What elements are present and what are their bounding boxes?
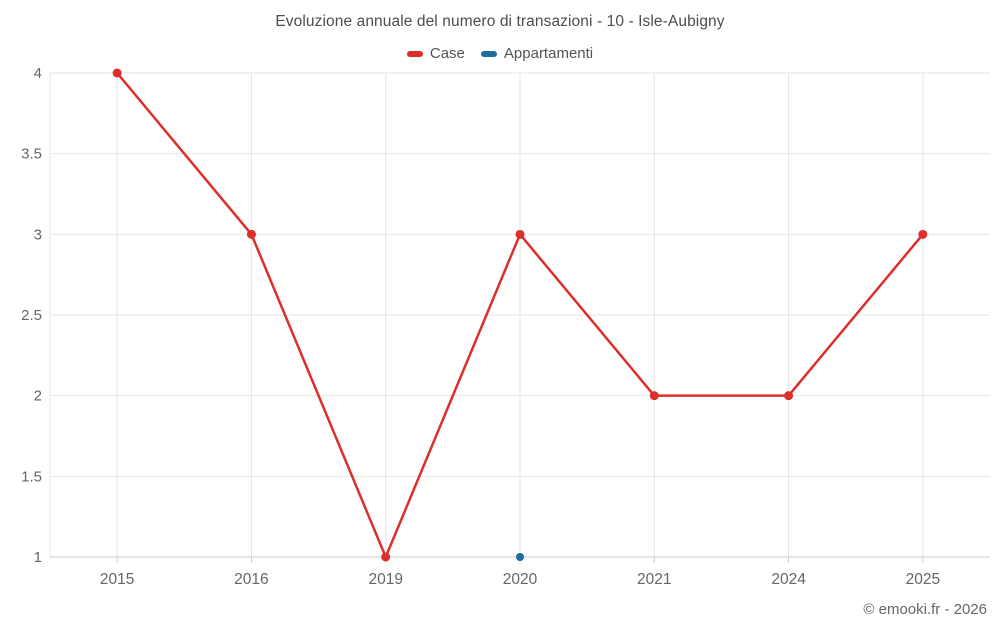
y-axis-tick-label: 1.5 (21, 468, 42, 485)
case-point-2015[interactable] (112, 68, 122, 78)
x-axis-tick-label: 2025 (906, 571, 940, 588)
x-axis-tick-label: 2019 (368, 571, 402, 588)
legend-item-appartamenti-label: Appartamenti (503, 45, 594, 62)
y-axis-tick-label: 3.5 (21, 146, 42, 163)
case-point-2024[interactable] (784, 391, 794, 401)
appartamenti-series-swatch-icon (480, 50, 497, 57)
y-axis-tick-label: 4 (34, 65, 42, 82)
x-axis-tick-label: 2021 (637, 571, 671, 588)
x-axis-tick-label: 2016 (234, 571, 268, 588)
chart-title: Evoluzione annuale del numero di transaz… (275, 13, 725, 30)
legend: Case Appartamenti (0, 45, 1000, 62)
attribution: © emooki.fr - 2026 (863, 601, 987, 618)
case-point-2025[interactable] (918, 229, 928, 239)
legend-item-case[interactable]: Case (406, 45, 465, 62)
x-axis-tick-label: 2015 (100, 571, 134, 588)
case-point-2016[interactable] (246, 229, 256, 239)
y-axis-tick-label: 2 (34, 388, 42, 405)
y-axis-tick-label: 2.5 (21, 307, 42, 324)
legend-item-case-label: Case (429, 45, 465, 62)
case-series-swatch-icon (406, 50, 423, 57)
x-axis-tick-label: 2020 (503, 571, 538, 588)
case-point-2020[interactable] (515, 229, 525, 239)
y-axis-tick-label: 3 (34, 226, 42, 243)
legend-item-appartamenti[interactable]: Appartamenti (480, 45, 594, 62)
case-point-2019[interactable] (381, 552, 391, 562)
case-point-2021[interactable] (649, 391, 659, 401)
y-axis-tick-label: 1 (34, 549, 42, 566)
x-axis-tick-label: 2024 (771, 571, 806, 588)
appartamenti-point-2020[interactable] (516, 553, 524, 561)
